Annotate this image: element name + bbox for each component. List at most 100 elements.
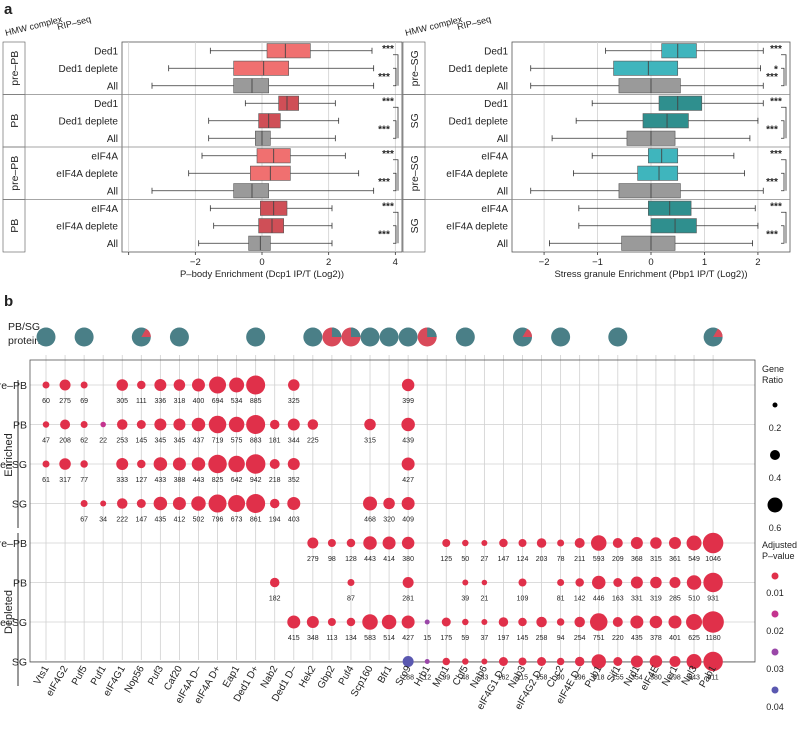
dot — [518, 578, 527, 587]
dot — [228, 495, 246, 512]
dot — [363, 496, 378, 511]
legend-p-label: 0.01 — [766, 588, 784, 598]
protein-marker — [398, 327, 418, 347]
significance-mark: *** — [770, 96, 782, 107]
bracket-significance: *** — [766, 125, 778, 136]
dot — [686, 575, 702, 590]
x-tick-label: 2 — [755, 257, 760, 268]
dot — [208, 415, 227, 434]
dot — [246, 415, 266, 434]
dot — [630, 537, 643, 549]
dot — [245, 454, 266, 474]
dot-count-label: 443 — [364, 556, 376, 563]
dot — [246, 375, 266, 395]
group-label: SG — [409, 113, 421, 128]
dot-count-label: 254 — [574, 635, 586, 642]
row-label: All — [107, 134, 118, 145]
dot-count-label: 59 — [461, 635, 469, 642]
box — [621, 235, 676, 251]
dot — [518, 657, 527, 666]
protein-marker — [608, 327, 628, 347]
dot — [462, 618, 469, 626]
dot-count-label: 33 — [480, 675, 488, 682]
dot-count-label: 21 — [480, 596, 488, 603]
dot-count-label: 209 — [612, 556, 624, 563]
dot-count-label: 414 — [383, 556, 395, 563]
dot — [462, 579, 469, 586]
dot — [613, 657, 623, 666]
b-row-label: pre–SG — [0, 617, 27, 629]
dot — [402, 656, 414, 667]
row-label: Ded1 — [94, 46, 118, 57]
significance-bracket-outer — [781, 159, 787, 191]
dot-count-label: 163 — [612, 596, 624, 603]
row-label: Ded1 deplete — [449, 64, 509, 75]
dot-count-label: 510 — [688, 596, 700, 603]
x-axis-label: P–body Enrichment (Dcp1 IP/T (Log2)) — [180, 269, 344, 280]
protein-marker-slice — [713, 328, 723, 337]
dot-count-label: 401 — [669, 635, 681, 642]
box — [255, 130, 271, 146]
dot — [287, 418, 300, 431]
significance-bracket-outer — [393, 106, 399, 139]
legend-p-label: 0.04 — [766, 702, 784, 712]
row-label: All — [497, 81, 508, 92]
dot-count-label: 642 — [231, 477, 243, 484]
dot — [306, 616, 319, 628]
dot-count-label: 320 — [383, 517, 395, 524]
box — [618, 183, 681, 199]
row-label: Ded1 deplete — [59, 116, 119, 127]
dot — [462, 539, 469, 547]
significance-bracket — [393, 120, 397, 139]
dot-count-label: 336 — [155, 398, 167, 405]
box — [233, 78, 269, 94]
dot-count-label: 125 — [440, 556, 452, 563]
dot-count-label: 15 — [423, 635, 431, 642]
dot-count-label: 319 — [650, 596, 662, 603]
row-label: Ded1 — [94, 99, 118, 110]
dot — [381, 614, 397, 630]
dot — [424, 619, 430, 625]
row-label: eIF4A deplete — [446, 221, 508, 232]
protein-marker — [246, 327, 266, 347]
dot — [80, 500, 88, 507]
box — [642, 113, 689, 129]
bracket-significance: *** — [766, 177, 778, 188]
dot-count-label: 399 — [402, 398, 414, 405]
dot-count-label: 61 — [42, 477, 50, 484]
dot-count-label: 883 — [250, 438, 262, 445]
dot — [137, 380, 146, 390]
dot — [363, 536, 377, 550]
dot-count-label: 549 — [688, 556, 700, 563]
dot-count-label: 175 — [440, 635, 452, 642]
dot-count-label: 403 — [288, 517, 300, 524]
side-label-depleted: Depleted — [3, 590, 15, 634]
legend-p-title: Adjusted — [762, 540, 797, 550]
dot — [556, 657, 565, 666]
bracket-significance: *** — [378, 177, 390, 188]
dot-count-label: 796 — [212, 517, 224, 524]
dot-count-label: 279 — [307, 556, 319, 563]
row-label: eIF4A — [91, 151, 118, 162]
dot — [575, 578, 584, 587]
protein-marker-slice — [427, 327, 437, 337]
legend-ratio-title: Gene — [762, 364, 784, 374]
dot — [347, 579, 355, 586]
dot-count-label: 158 — [536, 675, 548, 682]
dot-count-label: 435 — [631, 635, 643, 642]
dot-count-label: 751 — [593, 635, 605, 642]
dot — [630, 615, 644, 629]
dot-count-label: 446 — [593, 596, 605, 603]
row-label: eIF4A — [481, 151, 508, 162]
b-row-label: PB — [13, 578, 27, 590]
dot-count-label: 48 — [461, 675, 469, 682]
dot — [346, 538, 356, 548]
panel-label-a: a — [4, 1, 13, 18]
box — [266, 43, 311, 59]
dot-count-label: 427 — [402, 477, 414, 484]
dot — [346, 617, 356, 627]
legend-ratio-dot — [770, 450, 780, 460]
b-row-label: pre–PB — [0, 538, 27, 550]
dot — [153, 496, 168, 511]
dot — [401, 615, 415, 629]
